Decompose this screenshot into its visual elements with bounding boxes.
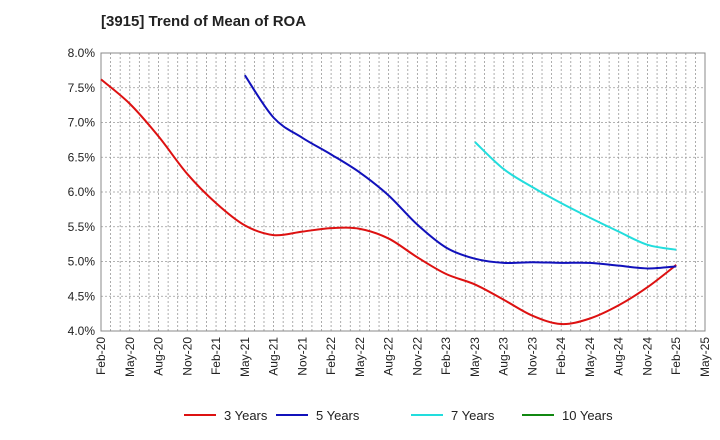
x-tick-label: Feb-21 xyxy=(209,337,223,375)
x-tick-label: Feb-23 xyxy=(439,337,453,375)
series-group xyxy=(100,74,677,326)
y-tick-label: 6.0% xyxy=(68,185,96,199)
y-tick-label: 4.0% xyxy=(68,324,96,338)
x-tick-label: May-22 xyxy=(353,337,367,377)
x-tick-label: Nov-22 xyxy=(410,337,424,376)
y-tick-label: 7.0% xyxy=(68,116,96,130)
y-tick-label: 6.5% xyxy=(68,150,96,164)
y-tick-label: 5.0% xyxy=(68,255,96,269)
legend-label-7-years: 7 Years xyxy=(451,408,495,423)
y-tick-label: 7.5% xyxy=(68,81,96,95)
series-line-3-years xyxy=(100,78,677,326)
legend-label-10-years: 10 Years xyxy=(562,408,613,423)
y-tick-label: 5.5% xyxy=(68,220,96,234)
plot-border xyxy=(100,52,706,332)
y-axis: 4.0% 4.5% 5.0% 5.5% 6.0% 6.5% 7.0% 7.5% 8.0% xyxy=(68,46,96,338)
series-line-5-years xyxy=(243,74,677,270)
x-tick-label: May-25 xyxy=(698,337,712,377)
x-tick-label: Aug-24 xyxy=(612,337,626,376)
x-tick-label: Aug-23 xyxy=(497,337,511,376)
x-tick-label: Aug-20 xyxy=(152,337,166,376)
x-axis: Feb-20 May-20 Aug-20 Nov-20 Feb-21 May-21 Aug-… xyxy=(94,337,712,377)
x-tick-label: Nov-23 xyxy=(525,337,539,376)
x-tick-label: May-23 xyxy=(468,337,482,377)
legend: 3 Years 5 Years 7 Years 10 Years xyxy=(184,408,613,423)
x-tick-label: Aug-21 xyxy=(267,337,281,376)
x-tick-label: Nov-20 xyxy=(180,337,194,376)
x-tick-label: Feb-25 xyxy=(669,337,683,375)
x-tick-label: May-24 xyxy=(583,337,597,377)
legend-label-3-years: 3 Years xyxy=(224,408,268,423)
legend-label-5-years: 5 Years xyxy=(316,408,360,423)
x-tick-label: May-20 xyxy=(123,337,137,377)
chart-title: [3915] Trend of Mean of ROA xyxy=(101,13,307,30)
x-tick-label: Nov-24 xyxy=(640,337,654,376)
x-tick-label: Nov-21 xyxy=(295,337,309,376)
series-line-7-years xyxy=(474,141,677,251)
x-tick-label: Aug-22 xyxy=(382,337,396,376)
x-tick-label: Feb-20 xyxy=(94,337,108,375)
x-tick-label: Feb-24 xyxy=(554,337,568,375)
x-tick-label: Feb-22 xyxy=(324,337,338,375)
y-tick-label: 4.5% xyxy=(68,289,96,303)
grid xyxy=(101,53,705,331)
y-tick-label: 8.0% xyxy=(68,46,96,60)
x-tick-label: May-21 xyxy=(238,337,252,377)
